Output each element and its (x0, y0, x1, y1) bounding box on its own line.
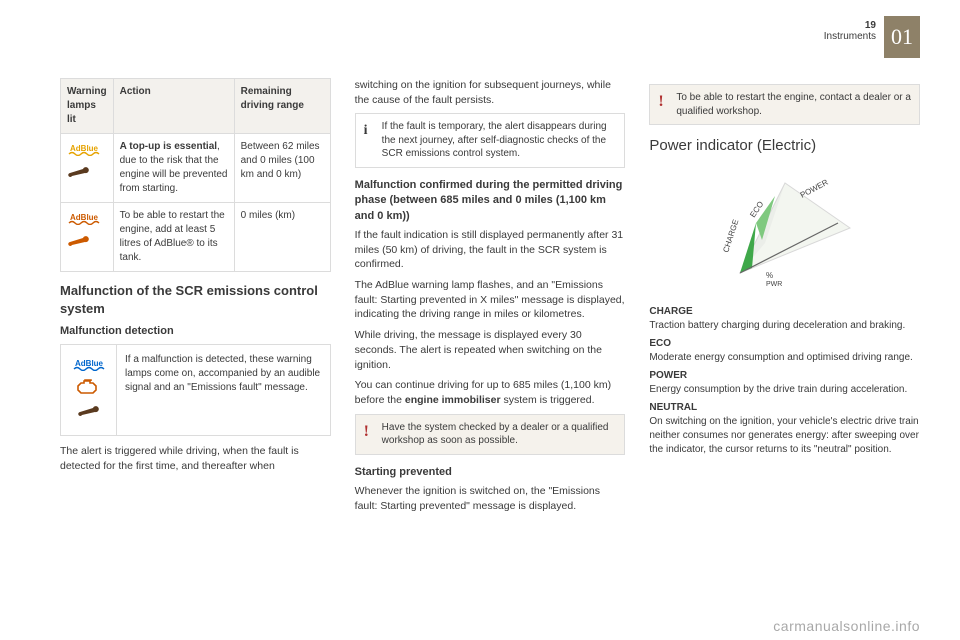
def-desc: Moderate energy consumption and optimise… (649, 351, 920, 365)
range-cell: Between 62 miles and 0 miles (100 km and… (234, 134, 330, 203)
section-name: Instruments (824, 31, 876, 42)
warning-text: To be able to restart the engine, contac… (676, 92, 911, 117)
warning-table: Warning lamps lit Action Remaining drivi… (60, 78, 331, 272)
th-lamps: Warning lamps lit (61, 79, 114, 134)
p3: While driving, the message is displayed … (355, 328, 626, 372)
warning-text: Have the system checked by a dealer or a… (382, 422, 609, 447)
lead-text: switching on the ignition for subsequent… (355, 78, 626, 107)
svg-text:AdBlue: AdBlue (70, 213, 99, 222)
warning-box: ! Have the system checked by a dealer or… (355, 414, 626, 455)
range-cell: 0 miles (km) (234, 203, 330, 272)
def-desc: On switching on the ignition, your vehic… (649, 415, 920, 457)
warning-icon: ! (658, 91, 663, 113)
warning-box-restart: ! To be able to restart the engine, cont… (649, 84, 920, 125)
confirmed-heading: Malfunction confirmed during the permitt… (355, 178, 626, 224)
svg-text:PWR: PWR (766, 281, 782, 288)
page-root: 19 Instruments 01 Warning lamps lit Acti… (0, 0, 960, 640)
svg-text:%: % (766, 271, 773, 280)
power-gauge: CHARGE ECO POWER % PWR (649, 168, 920, 293)
th-action: Action (113, 79, 234, 134)
svg-text:POWER: POWER (798, 178, 829, 200)
content-columns: Warning lamps lit Action Remaining drivi… (60, 78, 920, 519)
th-range: Remaining driving range (234, 79, 330, 134)
column-2: switching on the ignition for subsequent… (355, 78, 626, 519)
wrench-brown-icon (65, 404, 112, 421)
page-number: 19 (824, 20, 876, 31)
p5: Whenever the ignition is switched on, th… (355, 484, 626, 513)
p4b: engine immobiliser (405, 394, 501, 406)
def-term: CHARGE (649, 305, 920, 319)
table-header-row: Warning lamps lit Action Remaining drivi… (61, 79, 331, 134)
gauge-svg: CHARGE ECO POWER % PWR (710, 168, 860, 288)
starting-heading: Starting prevented (355, 465, 626, 480)
lamp-icon-cell: AdBlue (61, 203, 114, 272)
def-term: POWER (649, 369, 920, 383)
svg-text:AdBlue: AdBlue (70, 144, 99, 153)
definitions: CHARGE Traction battery charging during … (649, 305, 920, 457)
svg-text:CHARGE: CHARGE (721, 218, 740, 253)
power-heading: Power indicator (Electric) (649, 135, 920, 156)
action-cell: To be able to restart the engine, add at… (113, 203, 234, 272)
p1: If the fault indication is still display… (355, 228, 626, 272)
scr-heading: Malfunction of the SCR emissions control… (60, 282, 331, 318)
def-desc: Traction battery charging during deceler… (649, 319, 920, 333)
column-3: ! To be able to restart the engine, cont… (649, 78, 920, 519)
column-1: Warning lamps lit Action Remaining drivi… (60, 78, 331, 519)
wrench-orange-icon (67, 234, 107, 251)
def-term: ECO (649, 337, 920, 351)
def-term: NEUTRAL (649, 401, 920, 415)
header-text: 19 Instruments (824, 20, 876, 42)
wrench-icon (67, 165, 107, 182)
detection-box: AdBlue If a malfunction is detected, the… (60, 344, 331, 436)
watermark: carmanualsonline.info (773, 618, 920, 634)
adblue-orange-icon: AdBlue (67, 211, 107, 230)
note-text: If the fault is temporary, the alert dis… (382, 121, 607, 159)
lamp-icon-cell: AdBlue (61, 134, 114, 203)
info-icon: i (364, 122, 368, 141)
detection-heading: Malfunction detection (60, 324, 331, 339)
p4: You can continue driving for up to 685 m… (355, 378, 626, 407)
action-cell: A top-up is essential, due to the risk t… (113, 134, 234, 203)
info-note: i If the fault is temporary, the alert d… (355, 113, 626, 168)
def-desc: Energy consumption by the drive train du… (649, 383, 920, 397)
table-row: AdBlue To be able to restart the engine,… (61, 203, 331, 272)
detection-icons: AdBlue (61, 345, 117, 435)
action-bold: A top-up is essential (120, 141, 217, 152)
table-row: AdBlue A top-up is essential, due to the… (61, 134, 331, 203)
chapter-badge: 01 (884, 16, 920, 58)
adblue-blue-icon: AdBlue (65, 357, 112, 376)
p2: The AdBlue warning lamp flashes, and an … (355, 278, 626, 322)
adblue-yellow-icon: AdBlue (67, 142, 107, 161)
engine-icon (65, 379, 112, 400)
svg-text:AdBlue: AdBlue (75, 359, 104, 368)
warning-icon: ! (364, 421, 369, 443)
page-header: 19 Instruments 01 (824, 16, 920, 58)
detection-text: If a malfunction is detected, these warn… (117, 345, 330, 435)
p4c: system is triggered. (501, 394, 595, 406)
tail-text: The alert is triggered while driving, wh… (60, 444, 331, 473)
